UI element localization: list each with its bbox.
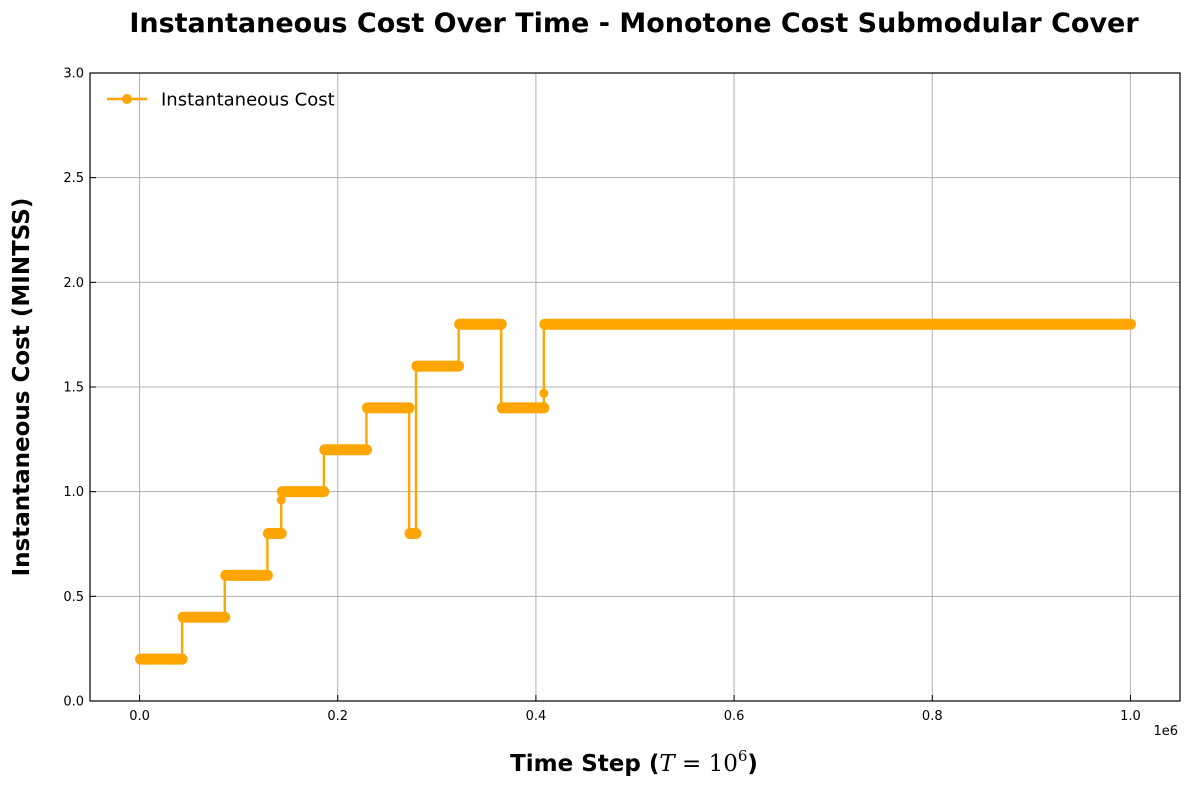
legend-label: Instantaneous Cost — [161, 90, 335, 111]
x-tick-label: 0.8 — [922, 709, 943, 724]
y-tick-label: 0.5 — [63, 590, 84, 605]
x-tick-label: 1.0 — [1120, 709, 1141, 724]
y-tick-label: 2.0 — [63, 276, 84, 291]
x-axis-label: Time Step (T = 106) — [510, 747, 758, 777]
axis-ticks: 0.0 0.2 0.4 0.6 0.8 1.0 0.0 0.5 1.0 1.5 2.0 2.5 3.0 — [63, 67, 1140, 725]
x-axis-label-exp: 6 — [738, 747, 748, 765]
chart-title: Instantaneous Cost Over Time - Monotone … — [129, 8, 1139, 39]
series-line — [139, 323, 1131, 661]
x-axis-label-eq: = 10 — [675, 751, 738, 777]
x-tick-label: 0.6 — [724, 709, 745, 724]
x-axis-label-var: T — [659, 751, 676, 777]
y-tick-label: 0.0 — [63, 695, 84, 710]
legend-marker — [122, 94, 132, 104]
data-point — [539, 388, 549, 398]
x-tick-label: 0.2 — [327, 709, 348, 724]
y-axis-label: Instantaneous Cost (MINTSS) — [9, 198, 35, 577]
data-point — [276, 495, 286, 505]
legend: Instantaneous Cost — [107, 90, 335, 111]
x-offset-label: 1e6 — [1153, 724, 1178, 739]
y-tick-label: 1.5 — [63, 381, 84, 396]
series-instantaneous-cost — [135, 318, 1136, 665]
x-tick-label: 0.4 — [526, 709, 547, 724]
x-axis-label-suffix: ) — [747, 751, 758, 777]
grid-lines — [90, 73, 1180, 701]
x-axis-label-prefix: Time Step ( — [510, 751, 659, 777]
series-markers — [135, 318, 1136, 665]
y-tick-label: 1.0 — [63, 485, 84, 500]
plot-frame — [89, 72, 1181, 702]
y-tick-label: 3.0 — [63, 67, 84, 82]
x-tick-label: 0.0 — [129, 709, 150, 724]
y-tick-label: 2.5 — [63, 171, 84, 186]
